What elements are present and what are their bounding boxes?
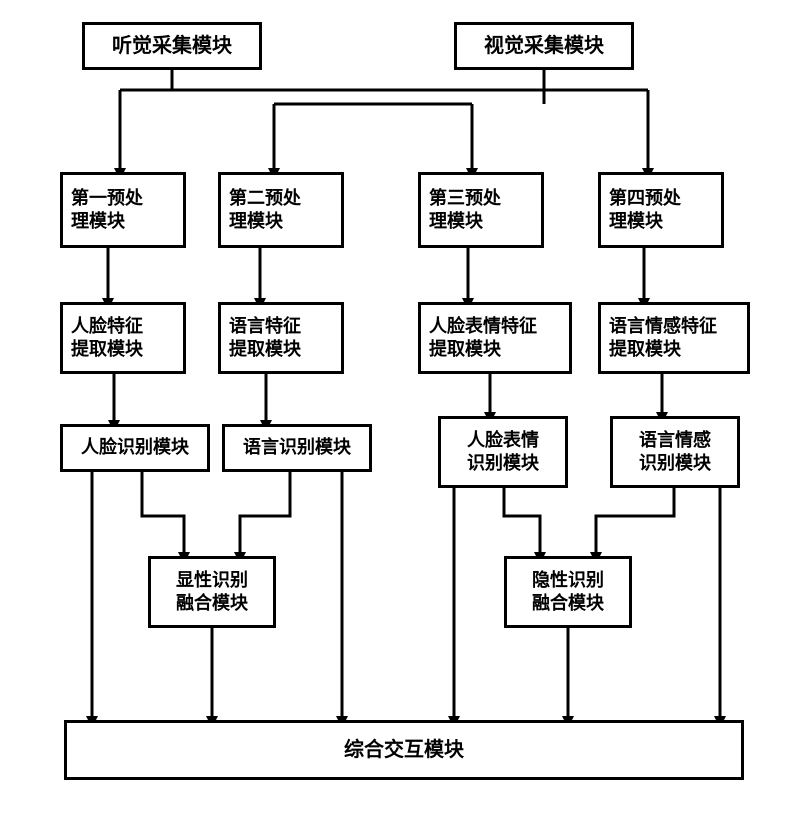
node-face-recognition: 人脸识别模块 xyxy=(60,424,210,472)
node-label: 人脸特征提取模块 xyxy=(71,315,143,362)
node-expression-recognition: 人脸表情识别模块 xyxy=(438,416,568,488)
node-label: 第二预处理模块 xyxy=(229,187,301,234)
node-face-feature-extract: 人脸特征提取模块 xyxy=(60,302,186,374)
node-label: 综合交互模块 xyxy=(344,737,464,763)
node-comprehensive-interaction: 综合交互模块 xyxy=(64,720,744,780)
node-speech-recognition: 语言识别模块 xyxy=(222,424,372,472)
node-label: 人脸表情特征提取模块 xyxy=(429,315,537,362)
node-preprocess-3: 第三预处理模块 xyxy=(418,172,544,248)
node-label: 听觉采集模块 xyxy=(112,33,232,59)
node-label: 隐性识别融合模块 xyxy=(532,569,604,616)
node-label: 语言识别模块 xyxy=(243,436,351,459)
node-label: 语言特征提取模块 xyxy=(229,315,301,362)
node-visual-capture: 视觉采集模块 xyxy=(454,22,634,70)
node-speech-feature-extract: 语言特征提取模块 xyxy=(218,302,344,374)
node-emotion-recognition: 语言情感识别模块 xyxy=(610,416,740,488)
node-label: 显性识别融合模块 xyxy=(176,569,248,616)
node-label: 人脸识别模块 xyxy=(81,436,189,459)
node-label: 第一预处理模块 xyxy=(71,187,143,234)
node-expression-feature-extract: 人脸表情特征提取模块 xyxy=(418,302,572,374)
node-label: 语言情感特征提取模块 xyxy=(609,315,717,362)
node-preprocess-1: 第一预处理模块 xyxy=(60,172,186,248)
node-preprocess-2: 第二预处理模块 xyxy=(218,172,344,248)
node-auditory-capture: 听觉采集模块 xyxy=(82,22,262,70)
connector-layer xyxy=(0,0,800,818)
node-explicit-fusion: 显性识别融合模块 xyxy=(148,556,276,628)
node-label: 语言情感识别模块 xyxy=(639,429,711,476)
node-label: 人脸表情识别模块 xyxy=(467,429,539,476)
node-implicit-fusion: 隐性识别融合模块 xyxy=(504,556,632,628)
node-label: 第四预处理模块 xyxy=(609,187,681,234)
node-emotion-feature-extract: 语言情感特征提取模块 xyxy=(598,302,750,374)
node-preprocess-4: 第四预处理模块 xyxy=(598,172,724,248)
node-label: 视觉采集模块 xyxy=(484,33,604,59)
node-label: 第三预处理模块 xyxy=(429,187,501,234)
